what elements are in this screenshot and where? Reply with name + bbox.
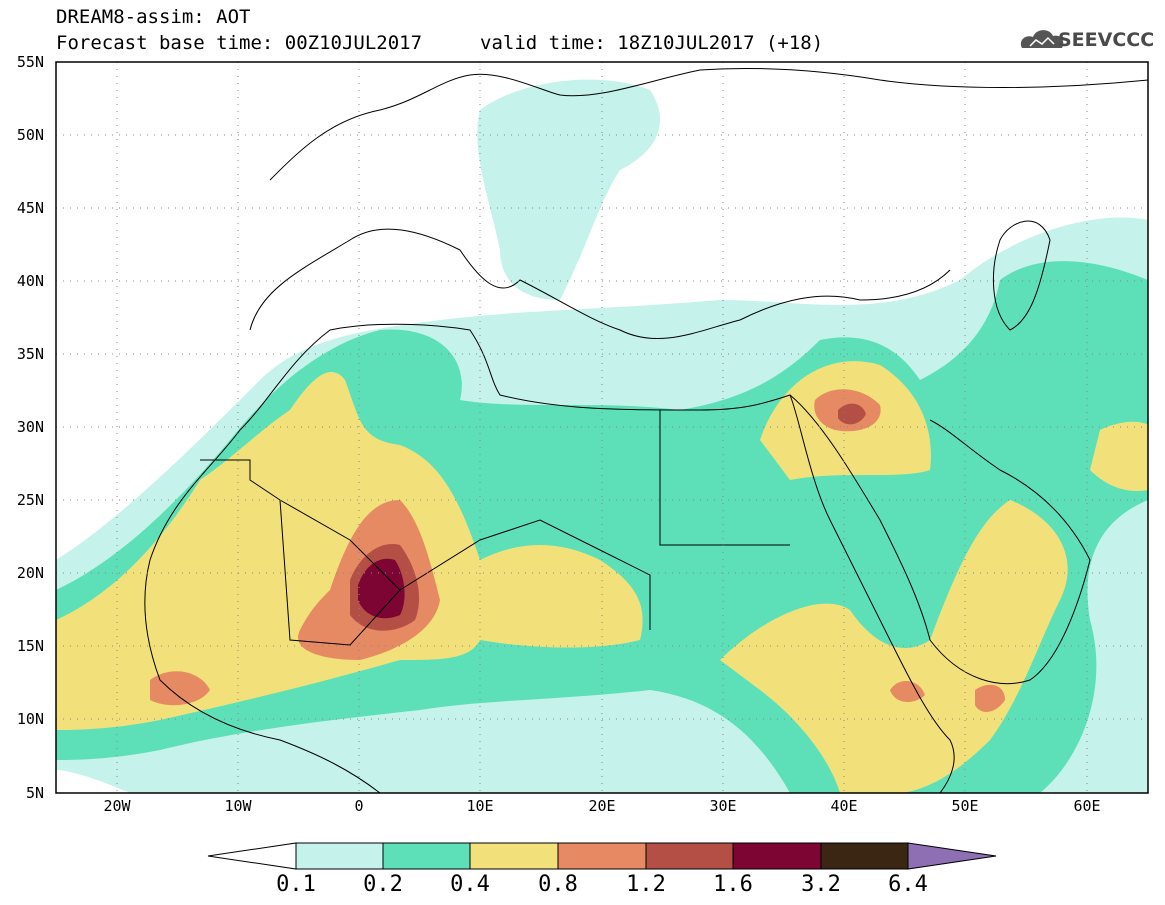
- colorbar-high-arrow: [907, 842, 997, 870]
- colorbar-segment: [469, 842, 559, 870]
- aot-level-0.1: [477, 79, 660, 300]
- seevccc-logo-icon: [1020, 30, 1064, 48]
- logo-text: SEEVCCC: [1058, 29, 1155, 51]
- map-title: DREAM8-assim: AOT: [56, 6, 251, 28]
- aot-level-0.8: [890, 680, 925, 702]
- coastline-westafrica: [144, 559, 381, 793]
- lat-label: 15N: [16, 637, 44, 655]
- colorbar-label: 0.2: [363, 872, 403, 897]
- lon-label: 20W: [103, 797, 131, 815]
- aot-level-0.8: [975, 684, 1005, 712]
- valid-time: valid time: 18Z10JUL2017 (+18): [480, 32, 824, 54]
- border-line: [659, 410, 790, 546]
- lat-label: 40N: [16, 272, 44, 290]
- colorbar-label: 3.2: [801, 872, 841, 897]
- border-line: [200, 459, 401, 591]
- lat-label: 25N: [16, 491, 44, 509]
- colorbar-segment: [820, 842, 909, 870]
- lat-label: 20N: [16, 564, 44, 582]
- lon-label: 10W: [224, 797, 252, 815]
- map-frame: [55, 61, 1149, 794]
- coastlines: [144, 67, 1148, 793]
- colorbar-label: 0.1: [276, 872, 316, 897]
- aot-shading: [56, 79, 1148, 793]
- lat-label: 5N: [25, 784, 44, 802]
- lon-label: 60E: [1073, 797, 1101, 815]
- colorbar-segment: [382, 842, 471, 870]
- coastline-northeurope: [269, 67, 1148, 181]
- colorbar: [207, 842, 997, 870]
- lat-label: 55N: [16, 53, 44, 71]
- lon-label: 30E: [709, 797, 737, 815]
- graticule: [56, 62, 1148, 793]
- aot-level-1.2: [838, 403, 866, 425]
- colorbar-low-arrow: [207, 842, 297, 870]
- colorbar-label: 0.8: [538, 872, 578, 897]
- forecast-base-time: Forecast base time: 00Z10JUL2017: [56, 32, 423, 54]
- colorbar-label: 0.4: [450, 872, 490, 897]
- lon-label: 10E: [466, 797, 494, 815]
- lat-label: 30N: [16, 418, 44, 436]
- lon-label: 0: [354, 797, 364, 815]
- lat-label: 35N: [16, 345, 44, 363]
- colorbar-segment: [732, 842, 822, 870]
- coastline-arabia: [789, 394, 1091, 685]
- aot-level-0.8: [150, 671, 210, 706]
- colorbar-segment: [645, 842, 734, 870]
- coastline-caspian: [992, 220, 1051, 331]
- lon-label: 50E: [951, 797, 979, 815]
- aot-level-1.6: [358, 558, 405, 619]
- colorbar-label: 1.2: [626, 872, 666, 897]
- colorbar-segment: [557, 842, 647, 870]
- lon-label: 40E: [830, 797, 858, 815]
- colorbar-label: 1.6: [713, 872, 753, 897]
- lat-label: 45N: [16, 199, 44, 217]
- coastline-europe: [249, 228, 951, 340]
- lat-label: 50N: [16, 126, 44, 144]
- colorbar-segment: [295, 842, 384, 870]
- lon-label: 20E: [588, 797, 616, 815]
- aot-level-0.4: [1090, 421, 1148, 491]
- coastline-africa: [149, 323, 955, 793]
- colorbar-label: 6.4: [888, 872, 928, 897]
- lat-label: 10N: [16, 710, 44, 728]
- border-line: [279, 499, 651, 646]
